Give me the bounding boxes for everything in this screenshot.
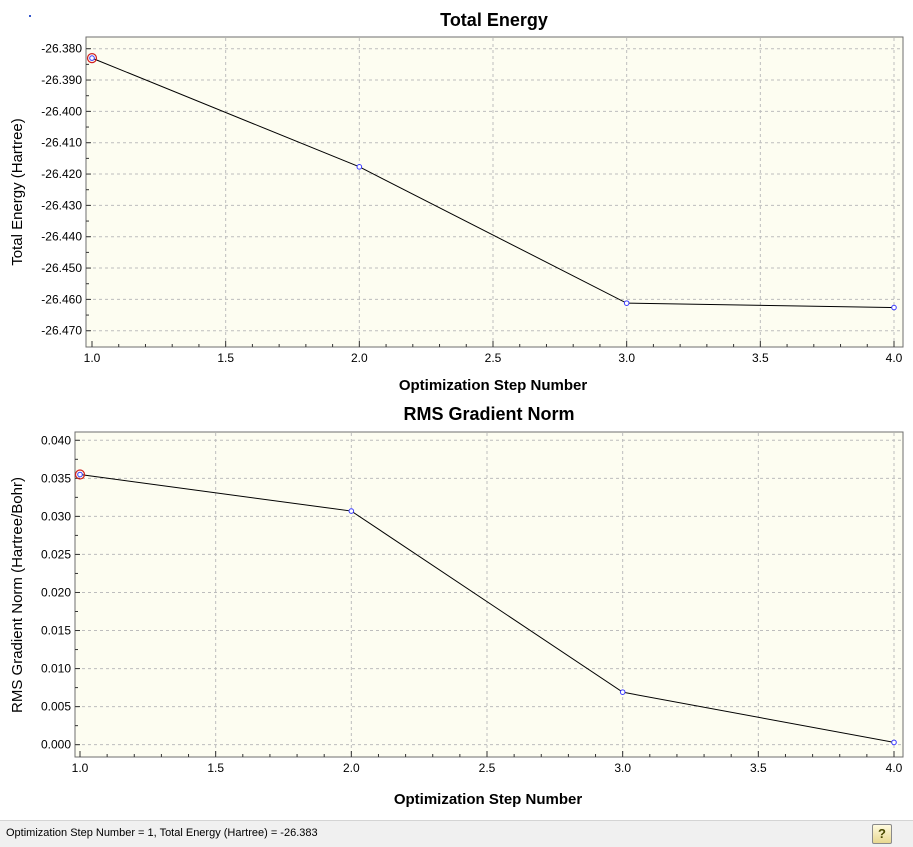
x-tick-label: 3.5: [752, 351, 769, 365]
data-point: [89, 55, 95, 61]
y-tick-label: 0.000: [41, 738, 71, 752]
x-tick-label: 3.0: [614, 761, 631, 775]
y-axis-label: Total Energy (Hartree): [9, 118, 26, 266]
y-tick-label: -26.410: [41, 136, 82, 150]
x-tick-label: 4.0: [886, 351, 903, 365]
y-tick-label: 0.010: [41, 662, 71, 676]
y-tick-label: -26.380: [41, 42, 82, 56]
x-tick-label: 2.0: [343, 761, 360, 775]
y-tick-label: -26.430: [41, 198, 82, 212]
x-tick-label: 1.0: [72, 761, 89, 775]
chart-title: RMS Gradient Norm: [403, 404, 574, 424]
data-point: [619, 689, 626, 695]
selected-point-ring: [74, 469, 86, 480]
x-axis-label: Optimization Step Number: [399, 377, 588, 394]
y-tick-label: -26.390: [41, 73, 82, 87]
series-line: [91, 57, 895, 309]
x-tick-label: 1.0: [84, 351, 101, 365]
y-tick-label: 0.035: [41, 471, 71, 485]
y-tick-label: -26.450: [41, 261, 82, 275]
y-tick-label: -26.470: [41, 324, 82, 338]
data-point: [348, 508, 355, 514]
x-tick-label: 4.0: [886, 761, 903, 775]
total-energy-chart[interactable]: 1.0 1.5 2.0 2.5 3.0 3.5 4.0 -26.380 -26.390 -26.4…: [0, 0, 913, 400]
x-tick-label: 1.5: [207, 761, 224, 775]
y-tick-label: 0.040: [41, 433, 71, 447]
x-tick-label: 2.5: [485, 351, 502, 365]
x-tick-label: 3.5: [750, 761, 767, 775]
chart-title: Total Energy: [440, 10, 548, 30]
y-tick-label: -26.440: [41, 230, 82, 244]
corner-marker: [29, 15, 31, 17]
y-axis-label: RMS Gradient Norm (Hartree/Bohr): [9, 477, 26, 713]
data-point: [356, 164, 363, 170]
y-tick-label: -26.400: [41, 104, 82, 118]
x-tick-label: 2.0: [351, 351, 368, 365]
plot-area: [85, 36, 904, 348]
y-tick-label: 0.025: [41, 547, 71, 561]
data-point: [623, 300, 630, 306]
series-line: [79, 474, 895, 743]
help-icon: ?: [878, 826, 886, 841]
x-tick-label: 1.5: [217, 351, 234, 365]
plots-area: 1.0 1.5 2.0 2.5 3.0 3.5 4.0 -26.380 -26.390 -26.4…: [0, 0, 913, 820]
x-tick-label: 3.0: [618, 351, 635, 365]
rms-gradient-chart[interactable]: 1.0 1.5 2.0 2.5 3.0 3.5 4.0 0.000 0.005 0.010 0.01…: [0, 400, 913, 820]
status-bar: Optimization Step Number = 1, Total Ener…: [0, 820, 913, 847]
y-tick-label: -26.460: [41, 292, 82, 306]
selected-point-ring: [86, 53, 98, 64]
y-tick-label: 0.005: [41, 700, 71, 714]
status-text: Optimization Step Number = 1, Total Ener…: [6, 827, 318, 839]
y-tick-label: 0.015: [41, 624, 71, 638]
y-tick-label: 0.020: [41, 585, 71, 599]
help-button[interactable]: ?: [872, 824, 892, 844]
data-point: [77, 471, 83, 478]
y-tick-label: 0.030: [41, 509, 71, 523]
data-point: [891, 304, 897, 311]
y-tick-label: -26.420: [41, 167, 82, 181]
data-point: [891, 739, 897, 746]
x-tick-label: 2.5: [479, 761, 496, 775]
plot-area: [74, 431, 904, 758]
x-axis-label: Optimization Step Number: [394, 791, 583, 808]
